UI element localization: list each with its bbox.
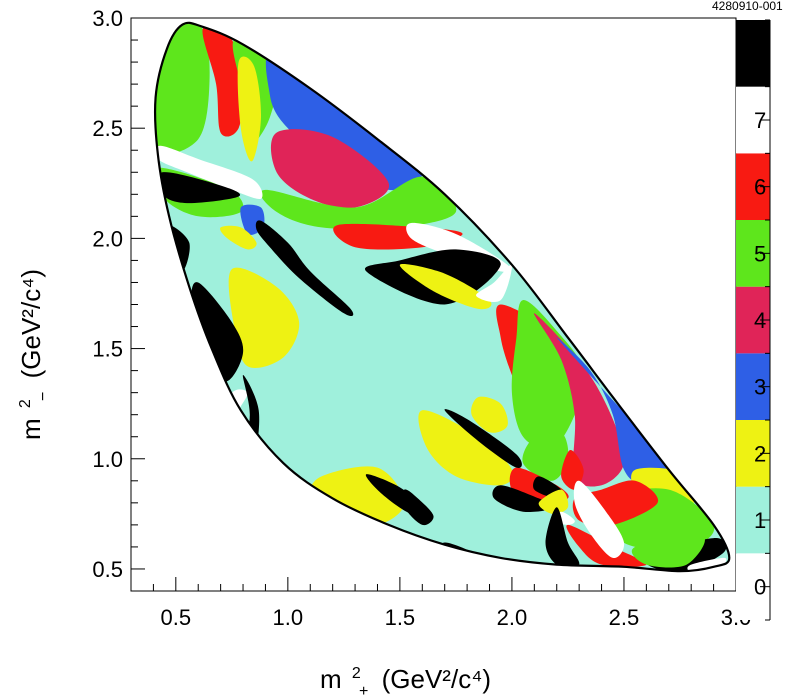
heatmap-region-14-value-8 (255, 220, 354, 317)
heatmap-region-3-value-2 (237, 56, 262, 162)
heatmap-region-41-value-0 (573, 480, 625, 559)
y-axis-title: m 2 − (GeV²/c⁴) (6, 269, 54, 440)
y-tick-label: 0.5 (92, 557, 123, 582)
heatmap-region-31-value-6 (561, 449, 584, 490)
heatmap-region-0-value-5 (155, 22, 210, 154)
heatmap-regions (155, 22, 730, 572)
x-tick-label: 2.5 (609, 605, 640, 630)
y-tick-label: 1.5 (92, 337, 123, 362)
figure-id: 4280910-001 (712, 0, 783, 13)
x-tick-label: 1.0 (273, 605, 304, 630)
heatmap-region-35-value-2 (538, 489, 569, 514)
y-tick-label: 2.5 (92, 116, 123, 141)
heatmap-region-16-value-8 (191, 282, 244, 382)
heatmap-region-25-value-5 (511, 300, 585, 449)
heatmap-region-22-value-2 (399, 264, 492, 310)
colorbar-tick-label: 5 (754, 241, 766, 266)
x-tick-label: 0.5 (161, 605, 192, 630)
heatmap-region-23-value-0 (476, 264, 513, 302)
heatmap-region-6-value-5 (260, 176, 457, 230)
x-tick-label: 1.5 (385, 605, 416, 630)
heatmap-region-10-value-8 (157, 172, 241, 204)
y-axis: 0.5 1.0 1.5 2.0 2.5 3.0 (92, 6, 145, 592)
y-tick-label: 2.0 (92, 226, 123, 251)
heatmap-region-43-value-5 (631, 535, 705, 568)
heatmap-region-40-value-8 (545, 507, 580, 568)
y-tick-label: 1.0 (92, 447, 123, 472)
heatmap-region-5-value-4 (270, 129, 390, 209)
x-tick-label: 2.0 (497, 605, 528, 630)
x-axis-title: m 2 + (GeV²/c⁴) (320, 654, 491, 695)
y-tick-label: 3.0 (92, 6, 123, 31)
heatmap-region-1-value-6 (202, 25, 244, 137)
heatmap-region-26-value-4 (533, 313, 625, 487)
heatmap-region-46-value-2 (471, 396, 508, 433)
heatmap-region-49-value-8 (402, 489, 434, 526)
heatmap-region-29-value-2 (418, 410, 514, 486)
kinematic-boundary (153, 21, 731, 573)
heatmap-region-48-value-8 (444, 409, 522, 468)
heatmap-region-8-value-0 (155, 145, 263, 200)
heatmap-region-12-value-2 (220, 225, 257, 250)
heatmap-region-30-value-5 (522, 430, 569, 481)
heatmap-region-27-value-3 (556, 337, 676, 486)
heatmap-region-15-value-2 (228, 267, 300, 369)
